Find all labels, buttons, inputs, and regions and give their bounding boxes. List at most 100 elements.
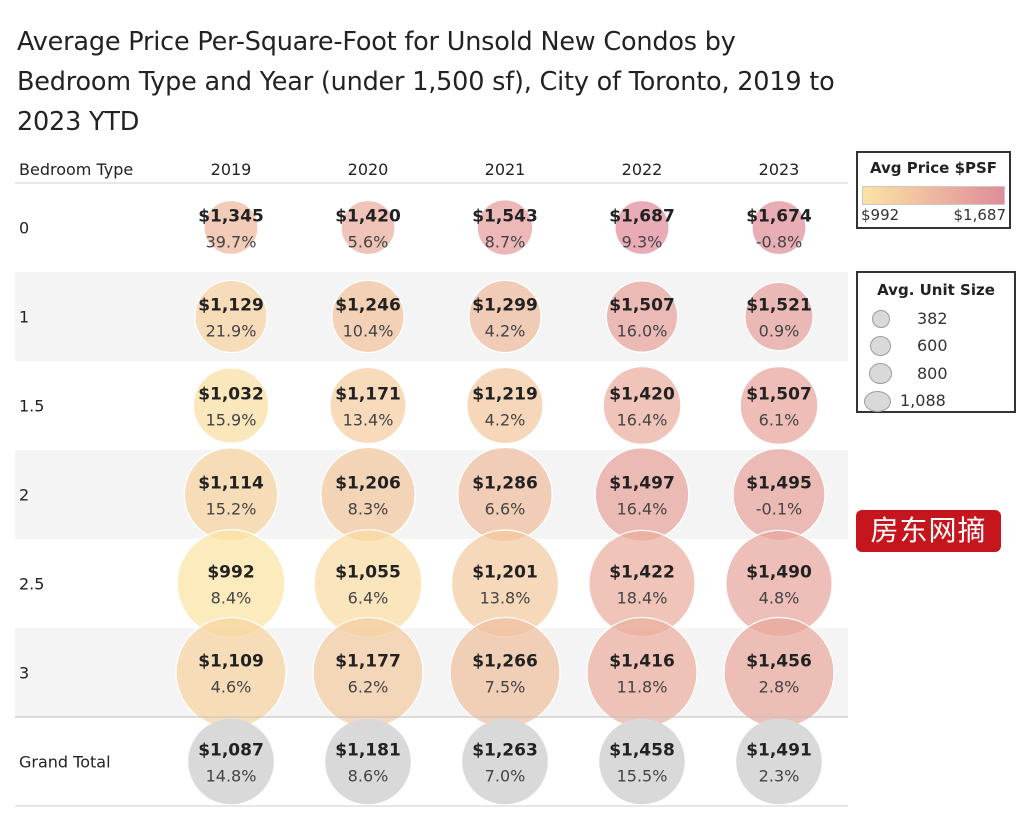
row-band — [15, 272, 848, 361]
change-label: 7.5% — [485, 678, 526, 697]
change-label: 5.6% — [348, 233, 389, 252]
bubble — [739, 366, 819, 445]
bubble — [586, 616, 698, 729]
bubble — [312, 616, 424, 729]
row-header-label: Bedroom Type — [19, 160, 133, 179]
price-label: $1,286 — [472, 474, 538, 494]
price-label: $1,456 — [746, 652, 812, 672]
price-label: $1,543 — [472, 207, 538, 227]
change-label: 7.0% — [485, 767, 526, 786]
bubble — [329, 366, 407, 445]
bubble — [751, 199, 807, 256]
bubble — [175, 616, 287, 729]
price-color-legend: Avg Price $PSF $992 $1,687 — [856, 151, 1011, 229]
bubble — [183, 447, 279, 542]
bubble — [320, 446, 416, 543]
change-label: 6.4% — [348, 589, 389, 608]
change-label: 11.8% — [617, 678, 668, 697]
price-label: $1,114 — [198, 474, 264, 494]
bubbles: $1,345 39.7% $1,420 5.6% $1,543 8.7% $1,687 9.3… — [175, 199, 835, 805]
chart-title: Average Price Per-Square-Foot for Unsold… — [17, 27, 835, 137]
price-label: $1,201 — [472, 563, 538, 583]
price-label: $1,687 — [609, 207, 675, 227]
year-header: 2023 — [759, 160, 800, 179]
bubble — [331, 279, 405, 354]
bubble — [325, 718, 411, 805]
change-label: 6.2% — [348, 678, 389, 697]
size-legend-title: Avg. Unit Size — [877, 281, 995, 299]
price-label: $1,490 — [746, 563, 812, 583]
change-label: 0.9% — [759, 322, 800, 341]
price-label: $1,219 — [472, 385, 538, 405]
price-gradient-bar — [862, 186, 1005, 205]
price-label: $1,458 — [609, 741, 675, 761]
change-label: 2.3% — [759, 767, 800, 786]
size-dot-icon — [872, 310, 890, 328]
bubble — [732, 447, 826, 542]
price-label: $1,246 — [335, 296, 401, 316]
row-label: 2 — [19, 486, 29, 505]
price-label: $992 — [207, 563, 254, 583]
bubble-table-chart: Bedroom Type 2019 2020 2021 2022 2023 0 1 1.5 2… — [15, 160, 848, 807]
row-label: 0 — [19, 219, 29, 238]
size-legend-label: 600 — [917, 336, 948, 355]
size-dot-icon — [864, 391, 891, 412]
price-label: $1,263 — [472, 741, 538, 761]
size-dot-icon — [869, 363, 892, 384]
change-label: 15.2% — [206, 500, 257, 519]
year-header: 2019 — [211, 160, 252, 179]
change-label: 39.7% — [206, 233, 257, 252]
bubble — [192, 367, 270, 444]
bubble — [194, 279, 268, 354]
change-label: 6.6% — [485, 500, 526, 519]
change-label: 4.6% — [211, 678, 252, 697]
price-label: $1,299 — [472, 296, 538, 316]
price-label: $1,491 — [746, 741, 812, 761]
size-legend-label: 800 — [917, 364, 948, 383]
change-label: 10.4% — [343, 322, 394, 341]
price-label: $1,495 — [746, 474, 812, 494]
row-label: Grand Total — [19, 753, 111, 772]
row-band — [15, 450, 848, 539]
change-label: 14.8% — [206, 767, 257, 786]
change-label: 18.4% — [617, 589, 668, 608]
price-legend-min: $992 — [861, 206, 900, 224]
price-label: $1,129 — [198, 296, 264, 316]
bubble — [466, 366, 544, 445]
row-bands — [15, 272, 848, 717]
gridlines — [15, 182, 848, 807]
bubble — [744, 281, 814, 352]
change-label: 16.4% — [617, 500, 668, 519]
change-label: 4.2% — [485, 322, 526, 341]
price-label: $1,420 — [335, 207, 401, 227]
watermark-logo: 房东网摘 — [856, 510, 1001, 552]
change-label: 4.2% — [485, 411, 526, 430]
bubble — [599, 718, 685, 805]
row-labels: 0 1 1.5 2 2.5 3 Grand Total — [19, 219, 111, 772]
price-label: $1,109 — [198, 652, 264, 672]
bubble — [736, 718, 822, 805]
price-label: $1,521 — [746, 296, 812, 316]
row-label: 2.5 — [19, 575, 44, 594]
price-label: $1,206 — [335, 474, 401, 494]
price-label: $1,422 — [609, 563, 675, 583]
price-label: $1,345 — [198, 207, 264, 227]
change-label: 15.9% — [206, 411, 257, 430]
change-label: 8.7% — [485, 233, 526, 252]
price-label: $1,266 — [472, 652, 538, 672]
price-label: $1,177 — [335, 652, 401, 672]
row-label: 1.5 — [19, 397, 44, 416]
price-label: $1,171 — [335, 385, 401, 405]
size-dot-icon — [870, 336, 891, 356]
change-label: 8.3% — [348, 500, 389, 519]
bubble — [449, 616, 561, 729]
price-label: $1,055 — [335, 563, 401, 583]
price-label: $1,507 — [609, 296, 675, 316]
unit-size-legend: Avg. Unit Size 382 600 800 1,088 — [856, 271, 1016, 413]
year-header: 2022 — [622, 160, 663, 179]
row-band — [15, 628, 848, 717]
price-label: $1,416 — [609, 652, 675, 672]
bubble — [605, 280, 679, 353]
bubble — [594, 447, 690, 542]
change-label: -0.8% — [756, 233, 802, 252]
